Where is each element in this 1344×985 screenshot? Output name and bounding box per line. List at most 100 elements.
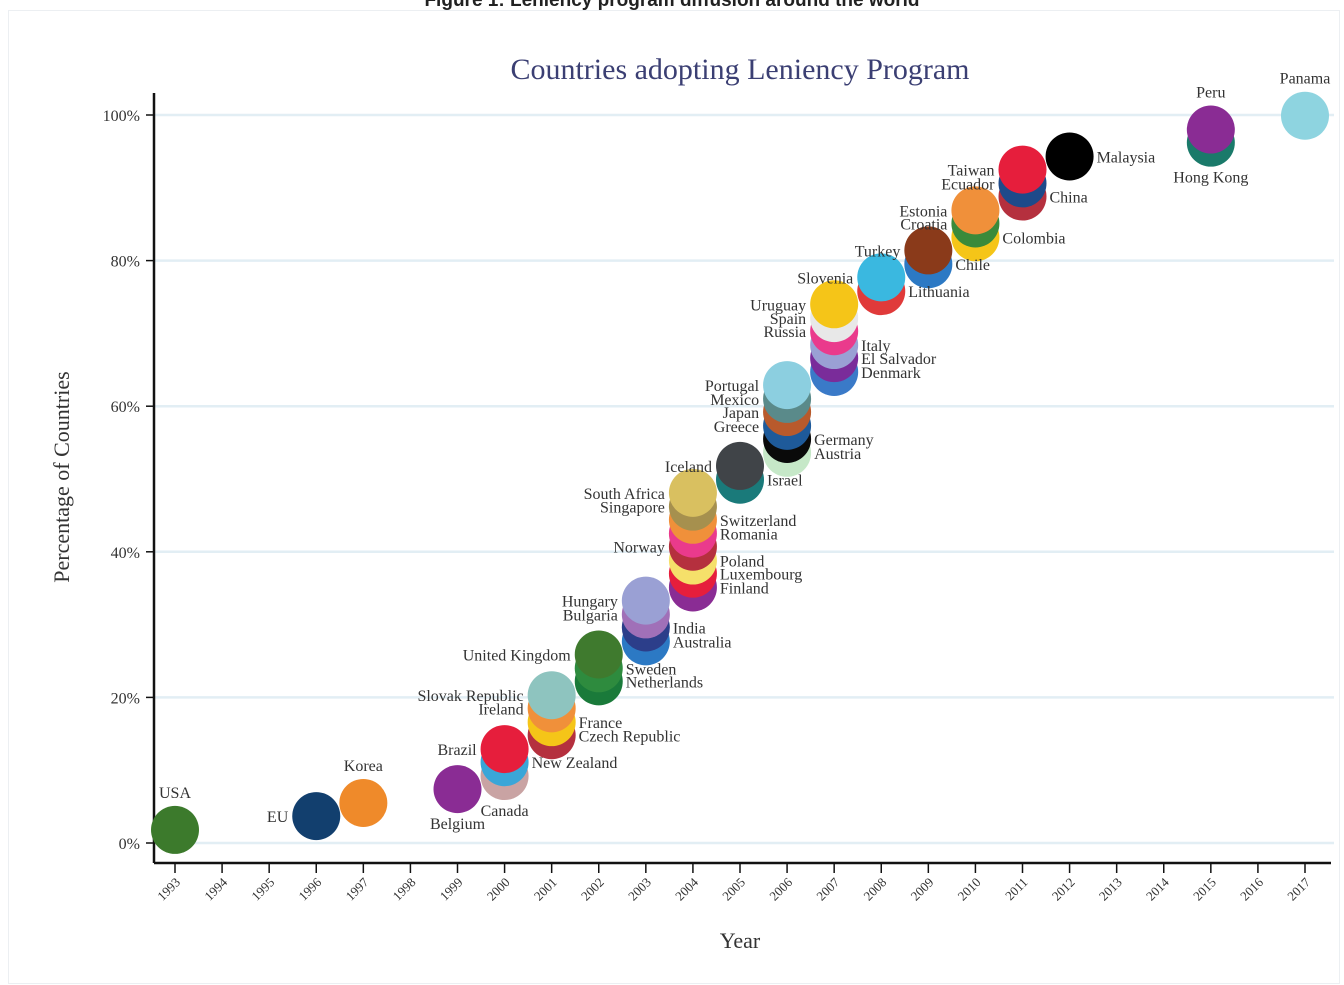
x-tick-label: 2000 (484, 875, 513, 904)
point-label: Croatia (900, 216, 947, 233)
point-brazil (480, 725, 529, 774)
point-label: Finland (720, 580, 769, 597)
point-label: Turkey (855, 243, 901, 260)
x-tick-label: 2011 (1002, 875, 1031, 904)
grid-lines (154, 113, 1334, 845)
point-label: Ireland (478, 701, 523, 718)
x-tick-label: 2001 (531, 875, 560, 904)
point-label: Norway (613, 540, 665, 557)
point-label: Panama (1280, 71, 1331, 88)
point-label: Belgium (430, 816, 486, 833)
point-label: Italy (861, 338, 890, 355)
chart-title: Countries adopting Leniency Program (510, 53, 969, 86)
x-tick-label: 2013 (1096, 875, 1125, 904)
point-label: Romania (720, 527, 778, 544)
point-south-africa (668, 468, 717, 517)
point-label: Singapore (600, 500, 665, 517)
point-label: Lithuania (908, 284, 969, 301)
point-label: Japan (723, 405, 759, 422)
point-label: Bulgaria (563, 607, 618, 624)
point-hungary (621, 576, 670, 625)
point-label: Canada (481, 803, 529, 820)
x-tick-label: 1994 (201, 874, 230, 903)
point-label: Denmark (861, 365, 921, 382)
point-label: Ecuador (941, 176, 995, 193)
point-label: USA (159, 785, 191, 802)
point-label: Mexico (710, 392, 759, 409)
y-tick-label: 0% (119, 836, 140, 853)
x-axis-title: Year (720, 928, 761, 953)
point-label: Hungary (562, 594, 618, 611)
point-iceland (716, 441, 764, 490)
x-tick-label: 2010 (955, 875, 984, 904)
x-tick-label: 2007 (813, 874, 842, 903)
point-slovak-republic (527, 671, 576, 720)
point-label: Slovenia (797, 270, 853, 287)
y-axis-title: Percentage of Countries (49, 371, 74, 582)
point-label: Israel (767, 473, 803, 490)
point-label: Netherlands (626, 674, 703, 691)
x-tick-label: 2017 (1284, 874, 1313, 903)
point-label: Switzerland (720, 513, 796, 530)
chart-frame: 0% 20% 40% 60% 80% 100% 1993 1994 1995 1996 1997 1… (8, 10, 1340, 984)
point-label: India (673, 621, 706, 638)
point-label: Iceland (665, 459, 712, 476)
point-label: Poland (720, 554, 764, 571)
point-united-kingdom (574, 630, 623, 679)
point-label: Portugal (705, 378, 760, 395)
x-tick-label: 2016 (1237, 874, 1266, 903)
point-label: EU (267, 809, 289, 826)
y-tick-label: 100% (103, 108, 140, 125)
point-slovenia (857, 253, 906, 302)
x-tick-label: 2002 (578, 875, 607, 904)
point-peru (1186, 105, 1235, 154)
y-tick-label: 60% (111, 399, 140, 416)
y-tick-label: 80% (111, 254, 140, 271)
x-tick-label: 2004 (672, 874, 701, 903)
point-label: Peru (1196, 85, 1225, 102)
x-tick-label: 1996 (295, 874, 324, 903)
x-tick-label: 2008 (860, 875, 889, 904)
point-label: South Africa (584, 486, 665, 503)
point-turkey (904, 226, 953, 275)
point-label: Malaysia (1097, 149, 1156, 166)
x-tick-label: 2009 (907, 875, 936, 904)
y-tick-label: 20% (111, 690, 140, 707)
x-tick-label: 1999 (437, 875, 466, 904)
x-tick-label: 1997 (342, 874, 371, 903)
point-label: Hong Kong (1173, 170, 1248, 187)
point-korea (339, 778, 388, 827)
point-label: Colombia (1002, 230, 1065, 247)
point-label: Uruguay (750, 297, 806, 314)
x-tick-label: 2005 (719, 875, 748, 904)
point-label: Taiwan (948, 163, 995, 180)
x-tick-label: 2006 (766, 874, 795, 903)
point-label: Sweden (626, 661, 677, 678)
point-malaysia (1045, 132, 1094, 181)
x-ticks: 1993 1994 1995 1996 1997 1998 1999 2000 2001 2002… (154, 863, 1313, 904)
point-label: Luxembourg (720, 567, 802, 584)
point-label: New Zealand (532, 755, 618, 772)
x-tick-label: 1995 (248, 875, 277, 904)
point-label: Russia (763, 324, 806, 341)
point-label: El Salvador (861, 351, 937, 368)
figure-caption: Figure 1: Leniency program diffusion aro… (424, 0, 920, 11)
x-tick-label: 2014 (1143, 874, 1172, 903)
x-tick-label: 1998 (390, 875, 419, 904)
point-label: United Kingdom (463, 647, 572, 664)
point-uruguay (810, 280, 859, 329)
point-label: Greece (714, 419, 759, 436)
point-label: Brazil (437, 742, 477, 759)
y-tick-label: 40% (111, 545, 140, 562)
point-label: Czech Republic (579, 728, 681, 745)
point-belgium (433, 765, 482, 814)
y-ticks: 0% 20% 40% 60% 80% 100% (103, 108, 154, 853)
point-label: Estonia (899, 203, 947, 220)
point-label: Spain (770, 311, 806, 328)
point-panama (1281, 91, 1329, 140)
point-label: Chile (955, 257, 990, 274)
point-label: France (579, 715, 623, 732)
point-label: Korea (344, 758, 383, 775)
x-tick-label: 2003 (625, 875, 654, 904)
